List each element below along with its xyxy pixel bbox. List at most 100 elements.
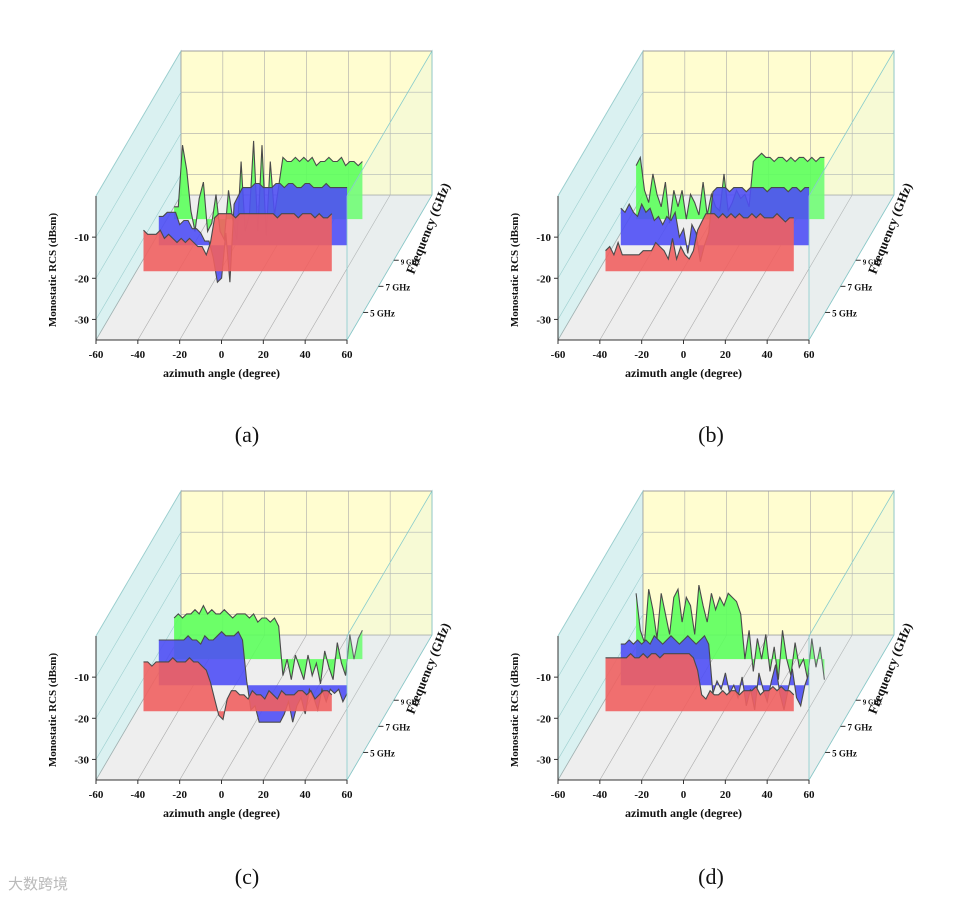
x-tick-label: 40 [300,789,312,801]
x-tick-label: -60 [551,349,566,361]
panel-label-a: (a) [234,422,260,447]
series-line-7ghz [620,634,810,711]
y-tick-label: -10 [74,232,89,244]
z-tick-label: 5 GHz [370,748,395,758]
x-tick-label: 60 [804,349,816,361]
top-edge [95,490,182,637]
x-tick-label: 60 [342,789,354,801]
left-grid-line [557,91,644,238]
x-tick-label: -20 [634,349,649,361]
z-tick-label: 7 GHz [847,722,872,732]
x-tick-label: 60 [804,789,816,801]
x-tick-label: -20 [634,789,649,801]
z-tick-label: 7 GHz [385,722,410,732]
panel-label-c: (c) [234,864,260,889]
floor-grid-line [766,194,853,341]
y-tick-label: -30 [536,754,551,766]
left-grid-line [95,174,182,320]
left-grid-line [95,91,182,238]
z-tick-label: 9 GHz [401,258,420,266]
y-tick-label: -10 [536,232,551,244]
y-axis-title: Monostatic RCS (dBsm) [47,653,59,768]
left-grid-line [557,133,644,279]
z-tick-label: 7 GHz [847,282,872,292]
x-tick-label: 40 [762,789,774,801]
chart-panel-c: -60 -40 -20 0 20 40 60 -10 -20 -30 5 GHz 7 GHz 9 GHz… [47,489,453,820]
x-tick-label: 20 [258,789,270,801]
z-tick-label: 7 GHz [385,282,410,292]
x-tick-label: 40 [300,349,312,361]
left-grid-line [557,573,644,719]
x-tick-label: 40 [762,349,774,361]
x-tick-label: -60 [89,349,104,361]
y-tick-label: -20 [74,713,89,725]
series-fill-5ghz [143,213,332,272]
y-tick-label: -30 [536,314,551,326]
chart-panel-b: -60 -40 -20 0 20 40 60 -10 -20 -30 5 GHz 7 GHz 9 GHz… [509,49,915,380]
left-grid-line [95,531,182,678]
series-line-5ghz [143,212,333,257]
left-grid-line [95,133,182,279]
left-grid-line [557,531,644,678]
x-tick-label: -40 [592,789,607,801]
x-tick-label: -40 [130,349,145,361]
x-tick-label: -20 [172,789,187,801]
watermark-text: 大数跨境 [8,875,69,893]
series-line-9ghz [173,604,363,684]
floor-grid-line [304,194,391,341]
left-grid-line [95,614,182,760]
x-tick-label: 20 [720,349,732,361]
left-grid-line [557,614,644,760]
z-tick-label: 9 GHz [863,258,882,266]
x-tick-label: -60 [551,789,566,801]
y-axis-title: Monostatic RCS (dBsm) [509,653,521,768]
top-edge [557,50,644,197]
series-fill-5ghz [605,213,794,272]
x-tick-label: -60 [89,789,104,801]
top-edge [557,490,644,637]
z-tick-label: 5 GHz [370,308,395,318]
y-tick-label: -20 [536,273,551,285]
series-line-5ghz [605,212,794,262]
z-tick-label: 5 GHz [832,748,857,758]
x-axis-title: azimuth angle (degree) [625,806,742,820]
y-tick-label: -30 [74,314,89,326]
z-tick-label: 9 GHz [863,698,882,706]
x-axis-title: azimuth angle (degree) [163,366,280,380]
x-tick-label: 60 [342,349,354,361]
x-axis-title: azimuth angle (degree) [163,806,280,820]
x-tick-label: -40 [592,349,607,361]
series-fill-9ghz [174,605,363,684]
x-tick-label: 20 [720,789,732,801]
floor-grid-line [179,634,265,781]
x-tick-label: 0 [681,349,687,361]
series-line-9ghz [635,584,825,680]
x-tick-label: -40 [130,789,145,801]
floor-grid-line [766,634,853,781]
x-tick-label: 0 [681,789,687,801]
z-tick-label: 9 GHz [401,698,420,706]
series-line-5ghz [605,652,795,700]
y-axis-title: Monostatic RCS (dBsm) [509,213,521,328]
chart-panel-a: -60 -40 -20 0 20 40 60 -10 -20 -30 5 GHz 7 GHz 9 GHz… [47,49,453,380]
panel-label-b: (b) [698,422,724,447]
x-tick-label: 20 [258,349,270,361]
x-axis-title: azimuth angle (degree) [625,366,742,380]
x-tick-label: -20 [172,349,187,361]
y-axis-title: Monostatic RCS (dBsm) [47,213,59,328]
top-edge [95,50,182,197]
series-fill-5ghz [143,657,332,720]
series-line-5ghz [143,657,333,721]
left-grid-line [95,573,182,719]
y-tick-label: -10 [74,672,89,684]
y-tick-label: -10 [536,672,551,684]
z-tick-label: 5 GHz [832,308,857,318]
panel-label-d: (d) [698,864,724,889]
chart-panel-d: -60 -40 -20 0 20 40 60 -10 -20 -30 5 GHz 7 GHz 9 GHz… [509,489,915,820]
y-tick-label: -20 [74,273,89,285]
left-grid-line [557,174,644,320]
x-tick-label: 0 [219,349,225,361]
y-tick-label: -20 [536,713,551,725]
y-tick-label: -30 [74,754,89,766]
